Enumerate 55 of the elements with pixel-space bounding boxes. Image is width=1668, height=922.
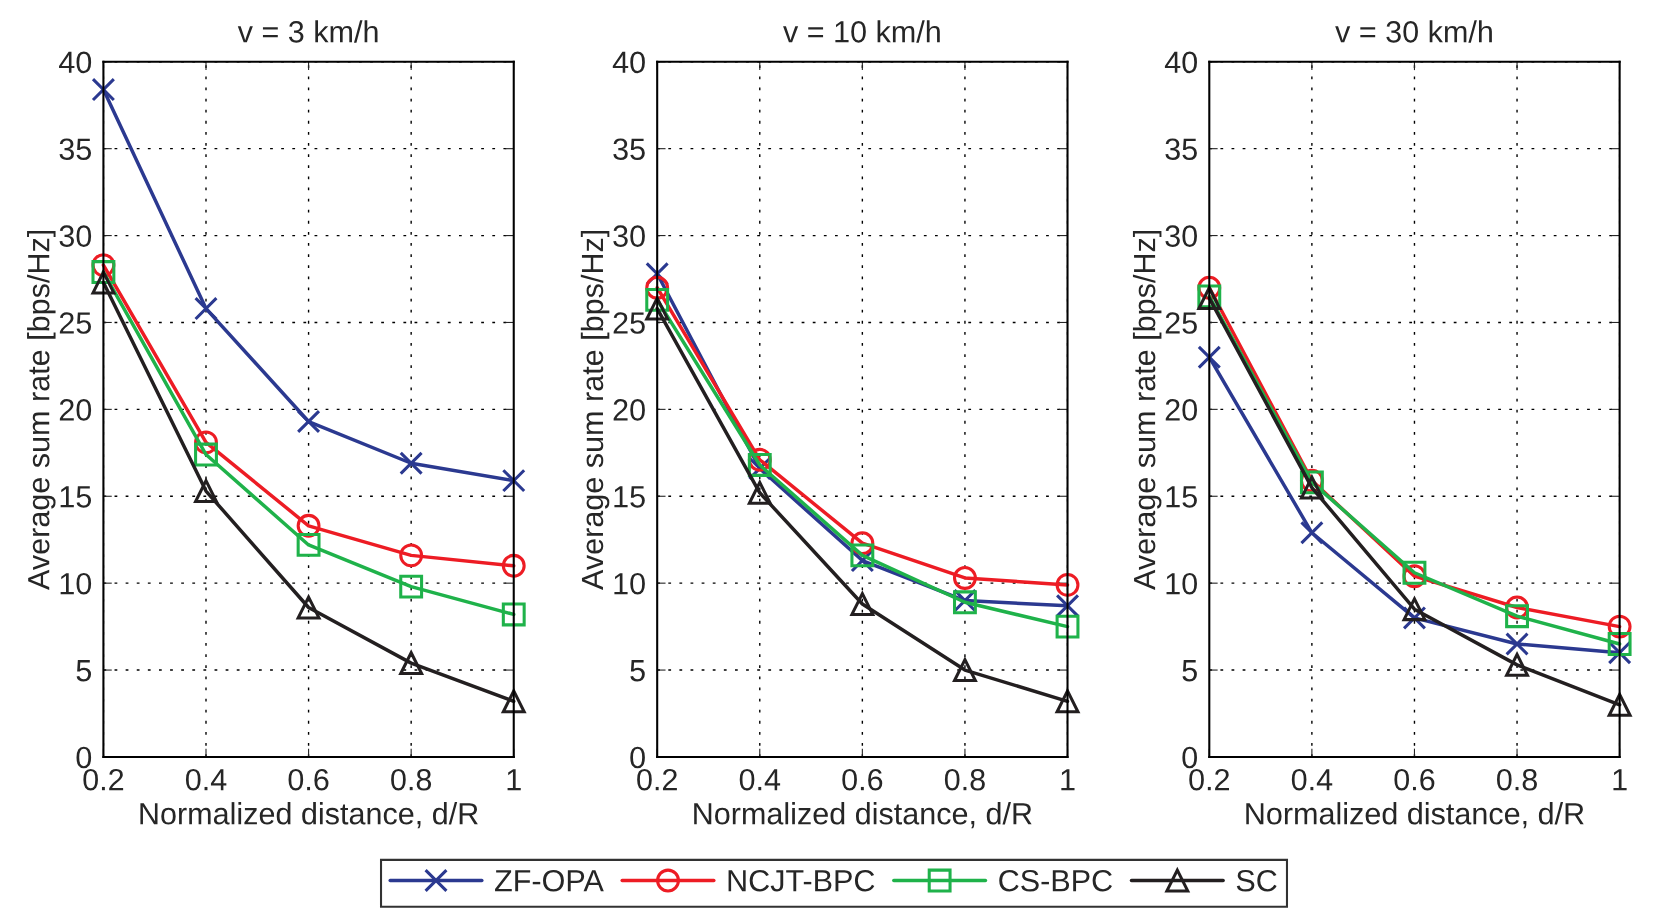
- chart-title: v = 10 km/h: [783, 20, 940, 43]
- x-tick-label: 0.4: [739, 768, 781, 791]
- x-tick-label: 1: [1061, 769, 1075, 791]
- x-tick-label: 1: [1613, 769, 1627, 791]
- x-tick-label: 0.6: [1394, 768, 1435, 791]
- y-tick-label: 10: [1166, 572, 1197, 595]
- legend-label: NCJT-BPC: [728, 869, 875, 892]
- x-tick-label: 0.8: [944, 768, 985, 791]
- legend-label: SC: [1236, 869, 1277, 892]
- y-tick-label: 30: [613, 225, 645, 247]
- y-tick-label: 0: [76, 746, 92, 769]
- x-axis-title: Normalized distance, d/R: [694, 802, 1032, 829]
- y-tick-label: 35: [59, 138, 92, 161]
- legend-label: CS-BPC: [999, 869, 1112, 892]
- y-tick-label: 5: [76, 660, 92, 682]
- y-tick-label: 0: [1182, 746, 1197, 769]
- x-axis-title: Normalized distance, d/R: [1246, 802, 1584, 829]
- y-tick-label: 20: [59, 399, 92, 421]
- y-tick-label: 35: [1165, 138, 1197, 161]
- y-tick-label: 40: [59, 51, 92, 74]
- x-tick-label: 1: [507, 769, 521, 791]
- y-tick-label: 20: [613, 399, 645, 421]
- x-tick-label: 0.8: [1497, 768, 1537, 791]
- y-tick-label: 10: [614, 572, 645, 595]
- chart-title: v = 3 km/h: [237, 20, 378, 43]
- y-tick-label: 25: [613, 312, 645, 334]
- y-tick-label: 5: [630, 660, 645, 682]
- y-tick-label: 40: [612, 51, 645, 74]
- x-axis-title: Normalized distance, d/R: [140, 802, 478, 829]
- x-tick-label: 0.2: [1189, 768, 1230, 791]
- y-tick-label: 10: [60, 572, 92, 595]
- x-tick-label: 0.4: [185, 768, 227, 791]
- x-tick-label: 0.2: [83, 768, 124, 791]
- y-tick-label: 15: [1166, 486, 1197, 508]
- x-tick-label: 0.8: [391, 768, 432, 791]
- x-tick-label: 0.6: [288, 768, 329, 791]
- y-axis-title: Average sum rate [bps/Hz]: [580, 230, 610, 590]
- chart-title: v = 30 km/h: [1335, 20, 1492, 43]
- y-tick-label: 5: [1182, 660, 1197, 682]
- y-tick-label: 25: [1165, 312, 1197, 334]
- y-tick-label: 30: [1165, 225, 1197, 247]
- y-tick-label: 40: [1164, 51, 1197, 74]
- y-tick-label: 0: [630, 746, 645, 769]
- x-tick-label: 0.6: [842, 768, 883, 791]
- y-tick-label: 15: [60, 486, 92, 508]
- y-axis-title: Average sum rate [bps/Hz]: [1132, 230, 1162, 590]
- y-tick-label: 30: [59, 225, 92, 247]
- y-tick-label: 15: [614, 486, 645, 508]
- y-tick-label: 25: [59, 312, 92, 334]
- y-axis-title: Average sum rate [bps/Hz]: [27, 230, 56, 590]
- y-tick-label: 20: [1165, 399, 1197, 421]
- legend-label: ZF-OPA: [495, 869, 604, 892]
- y-tick-label: 35: [613, 138, 645, 161]
- x-tick-label: 0.4: [1291, 768, 1333, 791]
- x-tick-label: 0.2: [637, 768, 677, 791]
